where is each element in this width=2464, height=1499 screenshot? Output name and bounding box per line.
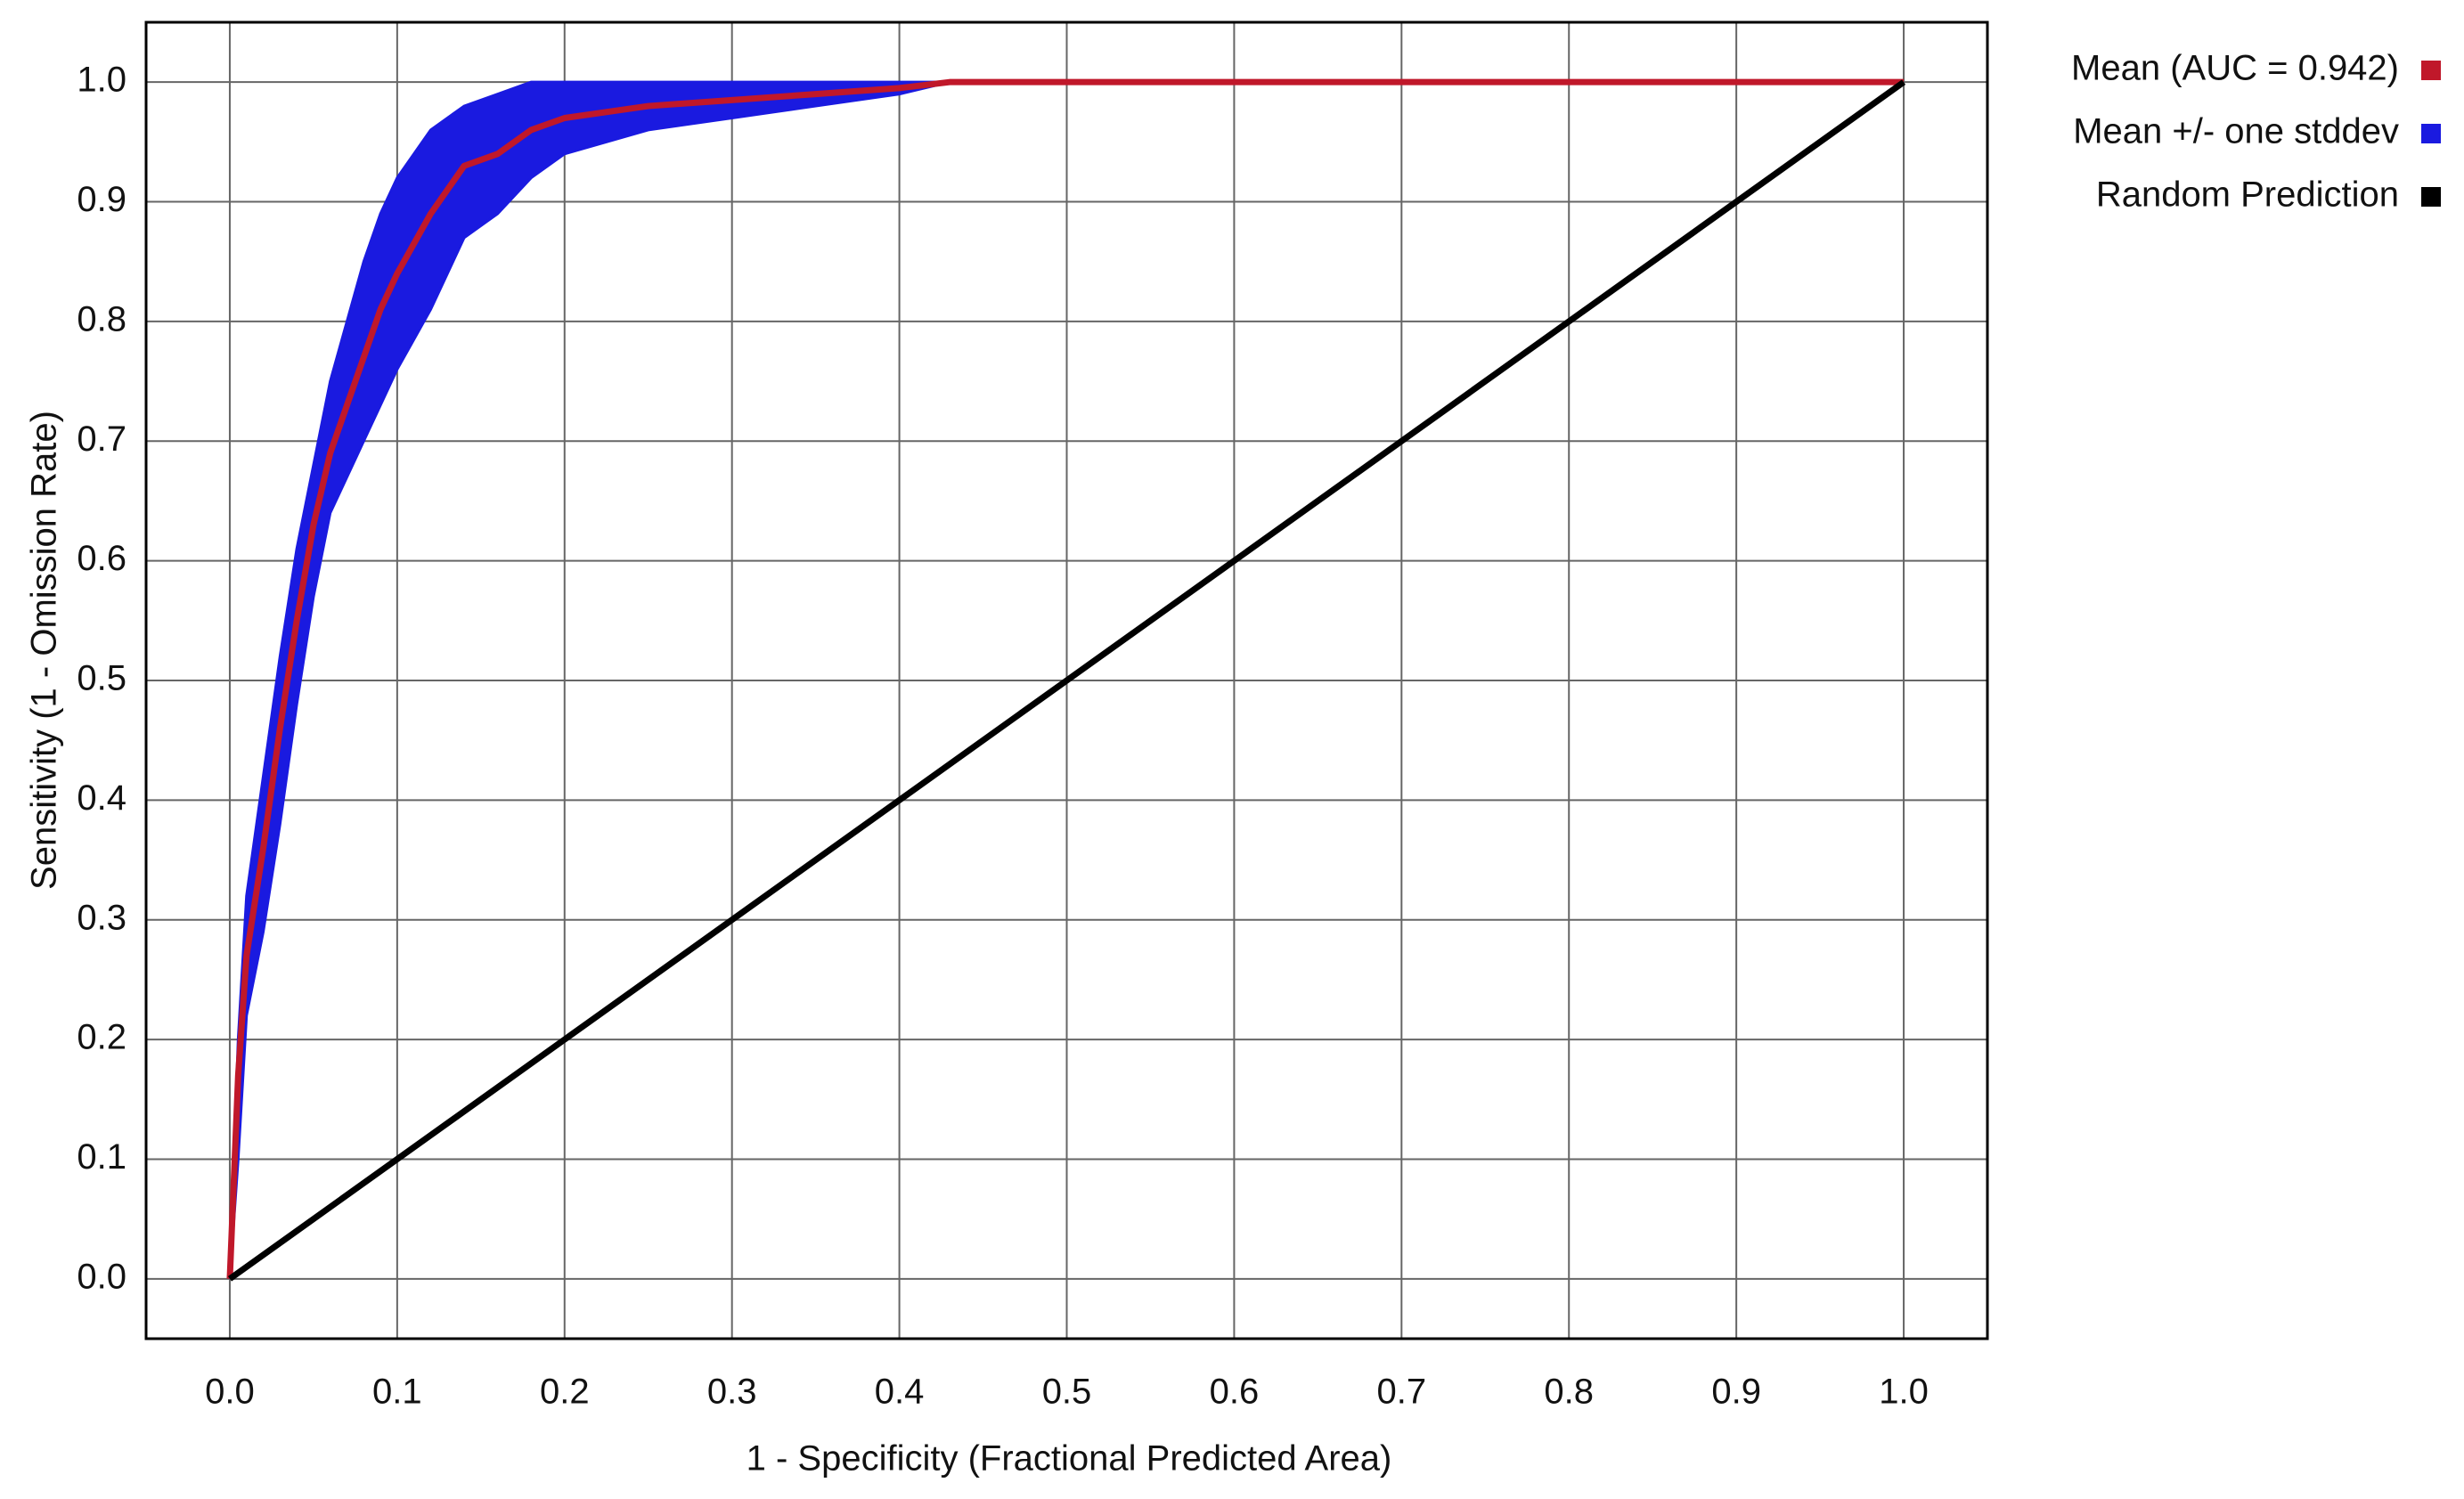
x-tick-label: 0.9 [1711,1373,1761,1412]
y-tick-label: 0.6 [77,539,126,578]
x-axis-label: 1 - Specificity (Fractional Predicted Ar… [747,1439,1392,1479]
y-tick-label: 0.7 [77,420,126,459]
series-line [226,78,1905,1279]
series-line [227,79,1906,1282]
legend-label: Random Prediction [2096,175,2399,215]
legend-swatch [2421,187,2441,207]
y-tick-label: 0.9 [77,180,126,219]
x-tick-label: 0.8 [1544,1373,1594,1412]
legend-label: Mean +/- one stddev [2073,112,2399,151]
x-tick-label: 0.1 [372,1373,422,1412]
plot-frame [144,20,1989,1340]
x-tick-label: 0.3 [707,1373,757,1412]
x-tick-label: 0.2 [540,1373,590,1412]
y-tick-label: 0.8 [77,299,126,338]
legend-swatch [2421,124,2441,143]
x-tick-label: 0.5 [1042,1373,1092,1412]
y-tick-label: 1.0 [77,61,126,100]
y-tick-label: 0.4 [77,778,126,818]
legend-label: Mean (AUC = 0.942) [2071,49,2399,88]
x-tick-label: 1.0 [1879,1373,1929,1412]
x-tick-label: 0.6 [1210,1373,1260,1412]
x-tick-label: 0.7 [1377,1373,1427,1412]
legend-swatch [2421,61,2441,80]
y-axis-label: Sensitivity (1 - Omission Rate) [25,411,64,890]
stddev-band [228,80,1905,1279]
y-tick-label: 0.2 [77,1018,126,1057]
y-tick-label: 0.5 [77,659,126,698]
x-tick-label: 0.0 [205,1373,255,1412]
x-tick-label: 0.4 [875,1373,925,1412]
y-tick-label: 0.1 [77,1137,126,1177]
y-tick-label: 0.3 [77,898,126,937]
y-tick-label: 0.0 [77,1257,126,1296]
